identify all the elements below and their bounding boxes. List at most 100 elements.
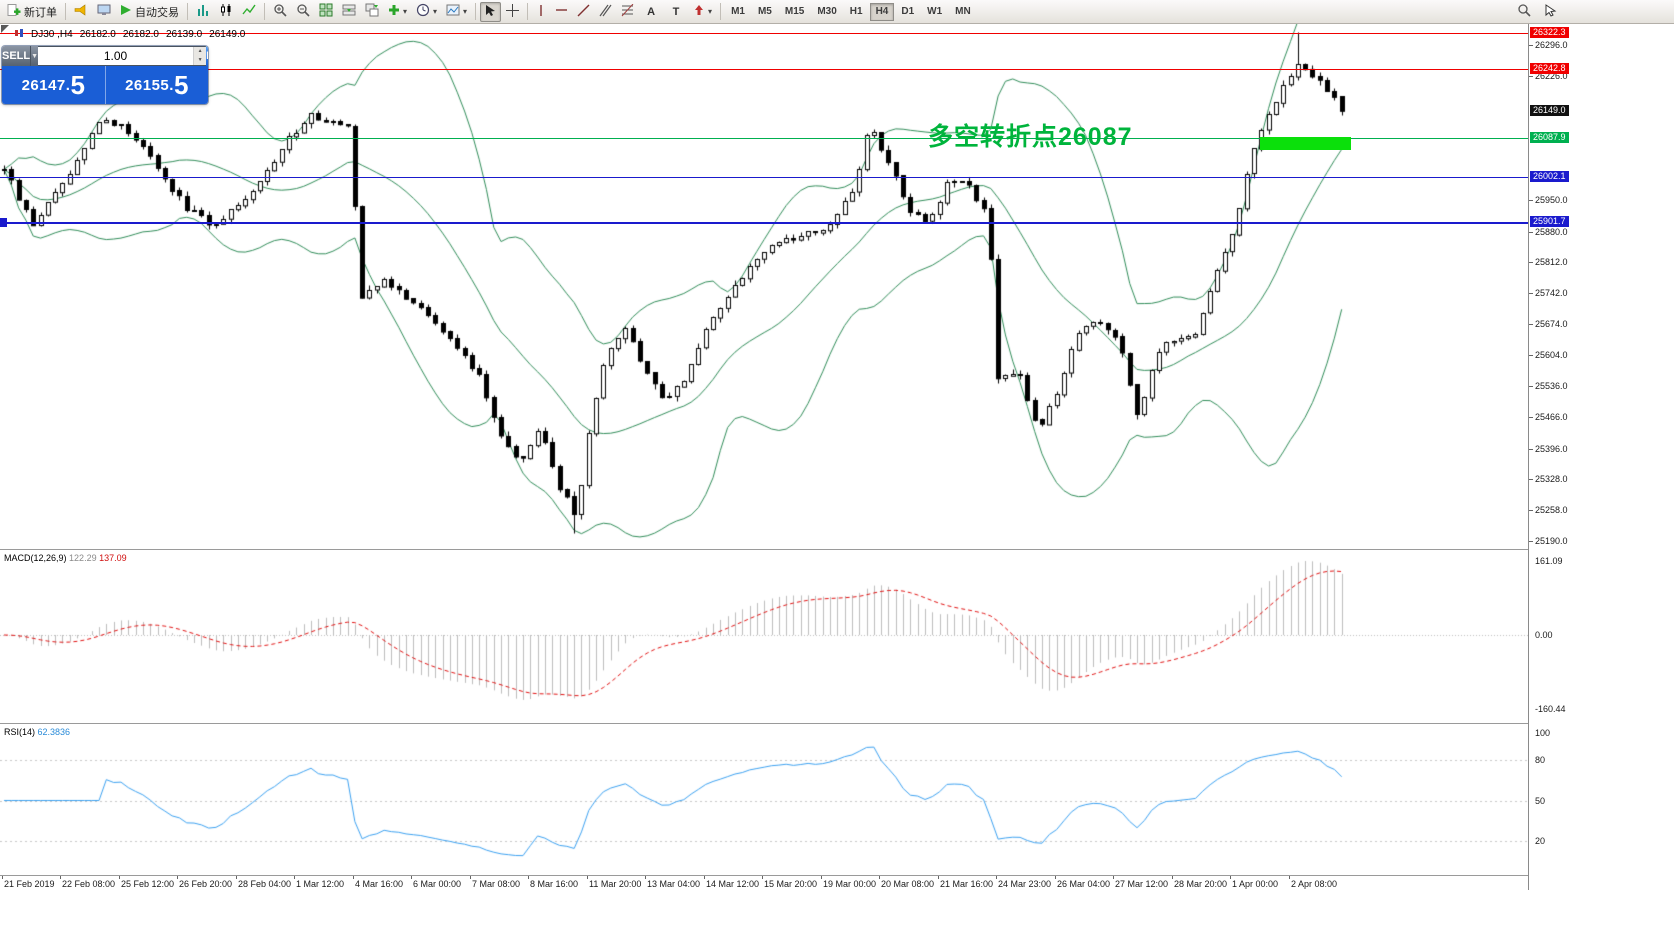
- timeframe-mn-button[interactable]: MN: [949, 3, 977, 21]
- timeframe-w1-button[interactable]: W1: [921, 3, 948, 21]
- timeframe-m15-button[interactable]: M15: [779, 3, 810, 21]
- time-scale[interactable]: 21 Feb 2019 22 Feb 08:00 25 Feb 12:00 26 Fe…: [0, 876, 1528, 890]
- zoom-out-button[interactable]: [292, 2, 314, 22]
- arrange-cascade-button[interactable]: [361, 2, 383, 22]
- new-order-button[interactable]: 新订单: [3, 2, 61, 22]
- periods-button[interactable]: ▾: [412, 2, 441, 22]
- macd-main-value: 122.29: [69, 553, 97, 563]
- volume-field-wrap: ▲ ▼: [38, 46, 207, 66]
- templates-button[interactable]: ▾: [442, 2, 471, 22]
- one-click-trading-panel: SELL ▼ ▲ ▼ BUY 26147.5 26155.5: [2, 46, 208, 104]
- search-button[interactable]: [1513, 2, 1535, 22]
- signals-button[interactable]: [70, 2, 92, 22]
- timeframe-d1-button[interactable]: D1: [895, 3, 920, 21]
- auto-trading-play-icon: [120, 4, 132, 19]
- time-tick-label: 28 Feb 04:00: [238, 879, 292, 889]
- price-divider: [104, 66, 106, 104]
- timeframe-h4-button[interactable]: H4: [869, 2, 895, 21]
- text-button[interactable]: A: [639, 2, 663, 22]
- rsi-value: 62.3836: [37, 727, 71, 737]
- channel-button[interactable]: [595, 2, 616, 22]
- tile-windows-icon: [319, 3, 333, 20]
- price-scale[interactable]: 26296.0 26226.0 25950.0 25880.0 25812.0 25742…: [1528, 24, 1674, 890]
- sell-price[interactable]: 26147. 5: [2, 66, 105, 104]
- volume-dropdown-button[interactable]: ▼: [30, 46, 39, 66]
- price-tick-label: 161.09: [1535, 556, 1563, 566]
- zoom-in-button[interactable]: [269, 2, 291, 22]
- timeframe-m5-button[interactable]: M5: [752, 3, 778, 21]
- price-tick-label: -160.44: [1535, 704, 1566, 714]
- macd-label: MACD(12,26,9) 122.29 137.09: [4, 553, 127, 563]
- volume-down-button[interactable]: ▼: [194, 56, 207, 65]
- vertical-line-button[interactable]: [532, 2, 550, 22]
- cursor-button[interactable]: [480, 1, 502, 22]
- clock-icon: [416, 3, 430, 20]
- price-tick-label: 25950.0: [1535, 195, 1568, 206]
- price-tick-label: 26226.0: [1535, 71, 1568, 82]
- main-toolbar: 新订单 自动交易: [0, 0, 1674, 24]
- macd-indicator-canvas[interactable]: [0, 551, 1528, 722]
- panel-divider[interactable]: [0, 723, 1674, 724]
- horizontal-line-button[interactable]: [551, 2, 572, 22]
- price-tick-label: 25812.0: [1535, 257, 1568, 268]
- time-tick-label: 25 Feb 12:00: [121, 879, 175, 889]
- auto-trading-button[interactable]: 自动交易: [116, 2, 183, 22]
- pointer-button[interactable]: [1540, 2, 1561, 22]
- arrange-cascade-icon: [365, 3, 379, 20]
- auto-trading-label: 自动交易: [135, 6, 179, 19]
- price-tick-label: 25742.0: [1535, 288, 1568, 299]
- price-tick-label: 25880.0: [1535, 226, 1568, 237]
- timeframe-m30-button[interactable]: M30: [811, 3, 842, 21]
- volume-up-button[interactable]: ▲: [194, 47, 207, 56]
- time-tick-label: 14 Mar 12:00: [706, 879, 760, 889]
- buy-price[interactable]: 26155. 5: [106, 66, 209, 104]
- buy-price-main: 26155.: [125, 76, 174, 94]
- fibonacci-icon: [621, 3, 634, 20]
- price-tick-label: 26296.0: [1535, 40, 1568, 51]
- arrows-button[interactable]: ▾: [689, 2, 716, 22]
- arrange-horizontal-icon: [342, 3, 356, 20]
- trade-panel-prices: 26147. 5 26155. 5: [2, 66, 208, 104]
- crosshair-button[interactable]: [502, 2, 523, 22]
- support-zone-highlight[interactable]: [1260, 137, 1351, 150]
- time-tick-label: 1 Mar 12:00: [296, 879, 345, 889]
- rsi-label: RSI(14) 62.3836: [4, 727, 70, 737]
- time-scale-line: [0, 875, 1674, 876]
- tile-windows-button[interactable]: [315, 2, 337, 22]
- text-label-button[interactable]: T: [664, 2, 688, 22]
- trendline-icon: [577, 4, 590, 20]
- line-chart-button[interactable]: [238, 2, 260, 22]
- panel-divider[interactable]: [0, 549, 1674, 550]
- search-icon: [1517, 3, 1531, 20]
- timeframe-h1-button[interactable]: H1: [844, 3, 869, 21]
- time-tick-label: 21 Mar 16:00: [940, 879, 994, 889]
- candlestick-chart-button[interactable]: [215, 2, 237, 22]
- toolbar-separator: [720, 3, 722, 20]
- one-click-collapse-toggle[interactable]: [1, 25, 9, 33]
- add-indicator-icon: [388, 4, 400, 19]
- arrange-horizontal-button[interactable]: [338, 2, 360, 22]
- timeframe-m1-button[interactable]: M1: [725, 3, 751, 21]
- price-tick-label: 25396.0: [1535, 443, 1568, 454]
- indicators-button[interactable]: ▾: [384, 2, 411, 22]
- volume-spinner: ▲ ▼: [193, 47, 207, 65]
- ohlc-high: 26182.0: [122, 29, 159, 40]
- price-chart-canvas[interactable]: [0, 24, 1528, 549]
- price-tick-label: 20: [1535, 836, 1546, 846]
- market-button[interactable]: [93, 2, 115, 22]
- buy-button[interactable]: BUY: [206, 46, 208, 66]
- toolbar-separator: [475, 3, 477, 20]
- sell-button[interactable]: SELL: [2, 46, 31, 66]
- rsi-indicator-canvas[interactable]: [0, 724, 1528, 874]
- volume-input[interactable]: [38, 47, 194, 65]
- price-level-badge: 25901.7: [1530, 215, 1569, 227]
- ohlc-open: 26182.0: [79, 29, 116, 40]
- fibonacci-button[interactable]: [617, 2, 638, 22]
- bar-chart-icon: [196, 3, 210, 20]
- toolbar-separator: [264, 3, 265, 20]
- zoom-out-icon: [296, 3, 310, 20]
- trendline-button[interactable]: [573, 2, 594, 22]
- price-tick-label: 0.00: [1535, 630, 1553, 640]
- bar-chart-button[interactable]: [192, 2, 214, 22]
